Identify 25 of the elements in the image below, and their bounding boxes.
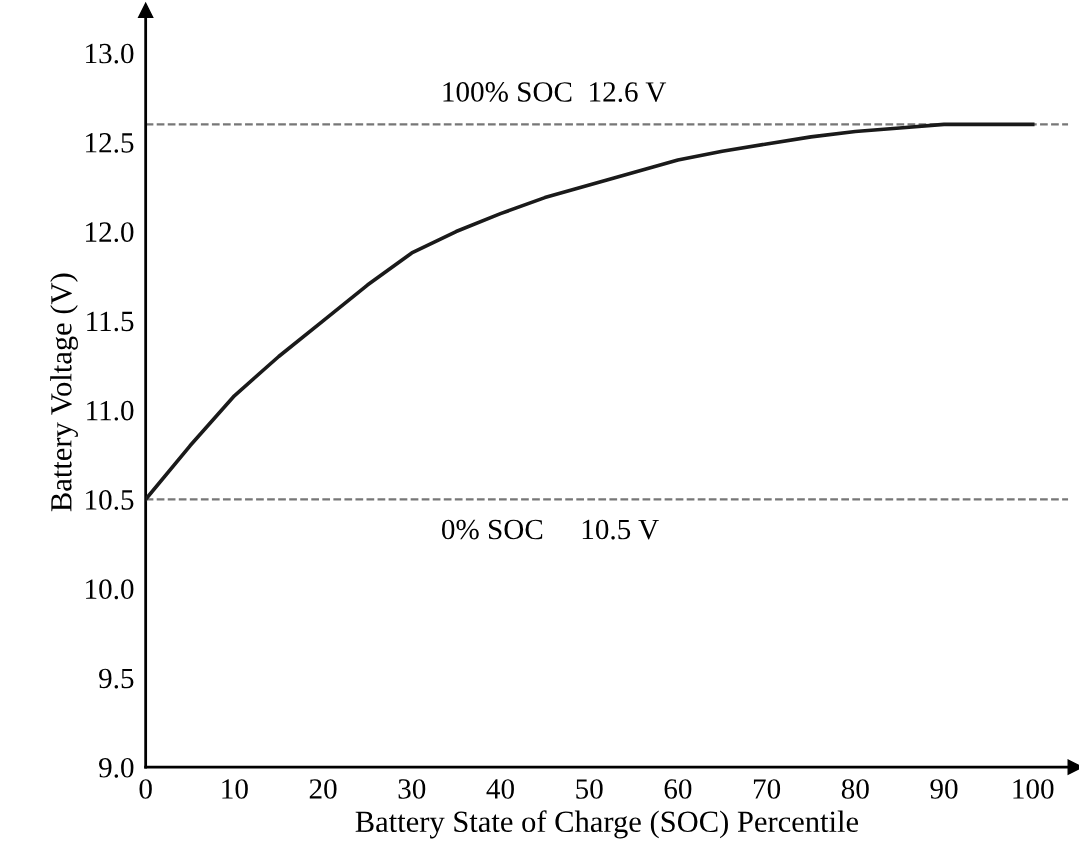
x-tick-label: 100 [1013, 779, 1054, 799]
y-tick-label: 11.5 [87, 311, 134, 332]
ref-line-label: 100% SOC 12.6 V [443, 82, 667, 102]
y-tick-label: 11.0 [87, 400, 134, 421]
y-tick-label: 12.0 [86, 222, 134, 243]
x-tick-label: 50 [576, 779, 603, 799]
y-tick-label: 9.0 [99, 757, 134, 778]
x-tick-label: 0 [139, 779, 152, 799]
y-tick-label: 12.5 [86, 133, 134, 153]
x-axis-title: Battery State of Charge (SOC) Percentile [355, 810, 859, 839]
ref-line-label: 0% SOC 10.5 V [441, 519, 659, 540]
x-tick-label: 60 [664, 779, 692, 799]
y-axis-title: Battery Voltage (V) [50, 273, 78, 512]
line-series [145, 122, 1035, 502]
x-tick-label: 30 [398, 779, 426, 799]
y-tick-label: 10.5 [86, 490, 134, 510]
x-tick-label: 10 [222, 779, 248, 799]
y-tick-label: 10.0 [86, 579, 134, 600]
x-tick-label: 40 [486, 779, 514, 799]
y-tick-label: 13.0 [86, 43, 134, 64]
x-tick-label: 70 [753, 779, 781, 799]
x-tick-label: 80 [841, 779, 869, 799]
x-tick-label: 90 [930, 779, 958, 799]
x-tick-label: 20 [309, 779, 337, 799]
y-tick-label: 9.5 [99, 668, 134, 689]
